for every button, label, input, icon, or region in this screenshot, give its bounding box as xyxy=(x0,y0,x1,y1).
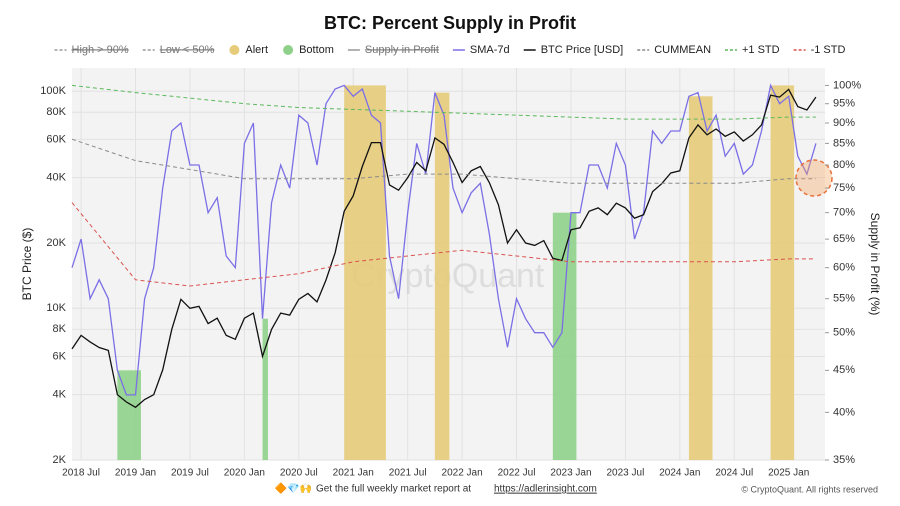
x-tick-label: 2021 Jul xyxy=(389,468,427,479)
y-tick-label: 100K xyxy=(40,85,66,97)
x-tick-label: 2024 Jan xyxy=(659,468,700,479)
period-band xyxy=(770,85,795,461)
legend-label: +1 STD xyxy=(742,44,780,56)
legend-item: -1 STD xyxy=(793,44,846,56)
legend-item: Bottom xyxy=(283,44,334,56)
legend-marker xyxy=(229,45,240,55)
y-tick-label: 20K xyxy=(46,237,66,249)
legend: High > 90% Low < 50% Alert Bottom Supply in … xyxy=(54,44,846,56)
legend-label: Alert xyxy=(245,44,268,56)
y2-tick-label: 60% xyxy=(833,262,855,274)
series-line xyxy=(71,202,816,287)
footer-icons: 🔶💎🙌 xyxy=(275,482,312,495)
y-tick-label: 60K xyxy=(46,133,66,145)
y2-tick-label: 45% xyxy=(833,364,855,376)
x-tick-label: 2020 Jan xyxy=(224,468,265,479)
x-tick-label: 2022 Jan xyxy=(442,468,483,479)
series-line xyxy=(71,88,817,409)
legend-label: -1 STD xyxy=(811,44,846,56)
y2-tick-label: 65% xyxy=(833,233,855,245)
y2-tick-label: 95% xyxy=(833,98,855,110)
y2-tick-label: 100% xyxy=(833,79,861,91)
legend-label: Bottom xyxy=(299,44,334,56)
x-tick-label: 2023 Jul xyxy=(607,468,645,479)
y2-tick-label: 35% xyxy=(833,454,855,466)
y-tick-label: 10K xyxy=(46,302,66,314)
legend-label: High > 90% xyxy=(72,44,129,56)
y2-tick-label: 90% xyxy=(833,117,855,129)
highlight-circle xyxy=(795,159,833,197)
chart-title: BTC: Percent Supply in Profit xyxy=(324,13,576,33)
legend-item: BTC Price [USD] xyxy=(523,44,624,56)
x-tick-label: 2023 Jan xyxy=(550,468,591,479)
legend-item: High > 90% xyxy=(54,44,129,56)
x-tick-label: 2019 Jul xyxy=(171,468,209,479)
x-tick-label: 2019 Jan xyxy=(115,468,156,479)
legend-item: Supply in Profit xyxy=(347,44,439,56)
legend-item: Low < 50% xyxy=(142,44,215,56)
y2-tick-label: 50% xyxy=(833,327,855,339)
series-line xyxy=(71,83,817,396)
x-tick-label: 2018 Jul xyxy=(62,468,100,479)
period-band xyxy=(434,92,450,460)
y-tick-label: 40K xyxy=(46,172,66,184)
footer-link[interactable]: https://adlerinsight.com xyxy=(494,484,597,495)
legend-label: Supply in Profit xyxy=(365,44,439,56)
y2-tick-label: 40% xyxy=(833,406,855,418)
legend-label: Low < 50% xyxy=(160,44,215,56)
y-tick-label: 2K xyxy=(53,454,67,466)
x-tick-label: 2024 Jul xyxy=(715,468,753,479)
x-tick-label: 2025 Jan xyxy=(768,468,809,479)
period-band xyxy=(688,96,713,460)
y2-tick-label: 85% xyxy=(833,137,855,149)
y2-tick-label: 75% xyxy=(833,182,855,194)
credit: © CryptoQuant. All rights reserved xyxy=(741,484,878,494)
footer-text: Get the full weekly market report at xyxy=(316,484,471,495)
legend-label: CUMMEAN xyxy=(654,44,711,56)
y-tick-label: 8K xyxy=(53,323,67,335)
legend-label: BTC Price [USD] xyxy=(541,44,624,56)
legend-item: Alert xyxy=(229,44,268,56)
x-tick-label: 2021 Jan xyxy=(333,468,374,479)
y2-tick-label: 80% xyxy=(833,159,855,171)
y2-tick-label: 70% xyxy=(833,207,855,219)
series-line xyxy=(71,84,816,120)
legend-marker xyxy=(283,45,294,55)
period-band xyxy=(117,370,141,460)
y2-tick-label: 55% xyxy=(833,293,855,305)
legend-item: +1 STD xyxy=(725,44,780,56)
y-tick-label: 6K xyxy=(53,350,67,362)
lines xyxy=(71,83,817,409)
series-line xyxy=(71,138,816,184)
axes: 2018 Jul 2019 Jan 2019 Jul 2020 Jan 2020 Jul… xyxy=(40,79,861,478)
legend-label: SMA-7d xyxy=(470,44,510,56)
x-tick-label: 2022 Jul xyxy=(498,468,536,479)
legend-item: SMA-7d xyxy=(452,44,510,56)
period-band xyxy=(344,85,386,461)
x-tick-label: 2020 Jul xyxy=(280,468,318,479)
period-band xyxy=(552,212,577,460)
period-band xyxy=(262,318,268,460)
y-axis-label: BTC Price ($) xyxy=(20,228,34,301)
y2-axis-label: Supply in Profit (%) xyxy=(868,213,882,316)
y-tick-label: 80K xyxy=(46,106,66,118)
y-tick-label: 4K xyxy=(53,389,67,401)
legend-item: CUMMEAN xyxy=(637,44,711,56)
